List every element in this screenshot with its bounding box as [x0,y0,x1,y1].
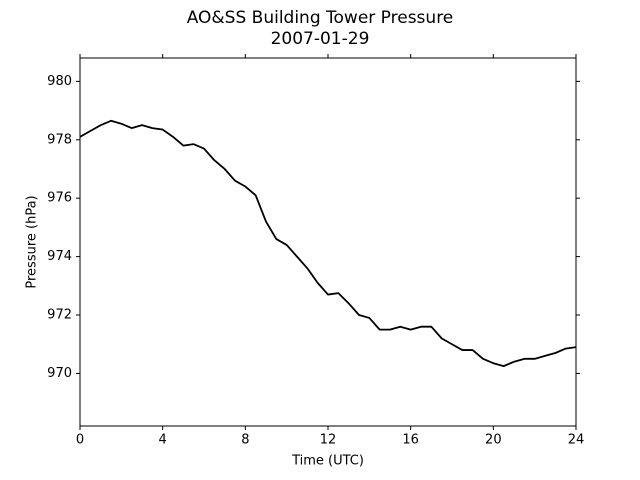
y-tick-label: 970 [47,366,72,381]
y-tick-label: 974 [47,249,72,264]
x-axis-label: Time (UTC) [291,454,364,469]
y-tick-label: 978 [47,132,72,147]
y-tick-label: 972 [47,308,72,323]
plot-frame [79,57,577,427]
chart-title: AO&SS Building Tower Pressure [187,8,454,28]
y-tick-label: 976 [47,191,72,206]
x-tick-label: 4 [159,433,167,448]
x-tick-label: 12 [320,433,337,448]
data-line [79,119,577,368]
x-tick-label: 20 [485,433,502,448]
x-tick-label: 24 [568,433,585,448]
y-axis-label: Pressure (hPa) [25,195,40,288]
y-tick-label: 980 [47,74,72,89]
x-tick-label: 16 [402,433,419,448]
chart-subtitle: 2007-01-29 [271,29,370,49]
x-tick-label: 8 [241,433,249,448]
x-tick-label: 0 [76,433,84,448]
